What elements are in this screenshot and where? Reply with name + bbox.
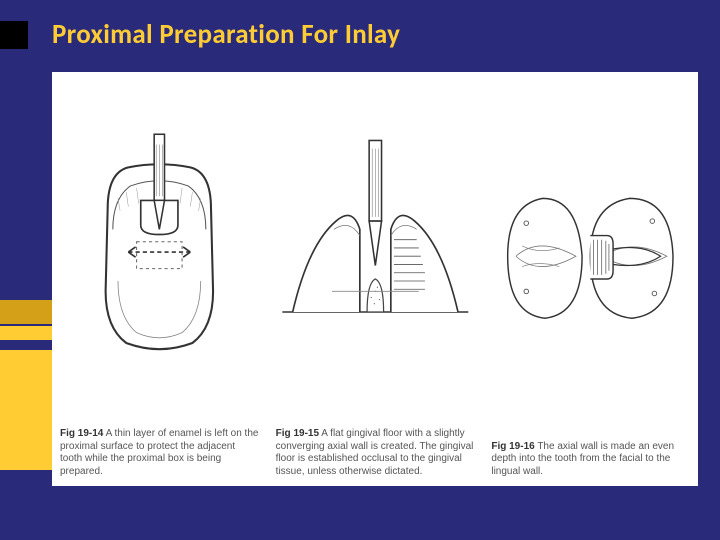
fig-19-15-label: Fig 19-15	[276, 428, 319, 439]
fig-19-14-caption: Fig 19-14 A thin layer of enamel is left…	[56, 422, 263, 480]
axial-wall-icon	[487, 78, 694, 435]
fig-19-16-caption: Fig 19-16 The axial wall is made an even…	[487, 435, 694, 481]
accent-strip-1	[0, 300, 52, 324]
fig-19-14-image	[56, 78, 263, 422]
title-row: Proximal Preparation For Inlay	[0, 0, 720, 61]
title-bullet-box	[0, 21, 28, 49]
fig-19-14-label: Fig 19-14	[60, 428, 103, 439]
fig-19-15-image	[272, 78, 479, 422]
accent-strip-2	[0, 326, 52, 340]
fig-19-16-image	[487, 78, 694, 435]
slide-title: Proximal Preparation For Inlay	[52, 18, 400, 51]
figure-col-3: Fig 19-16 The axial wall is made an even…	[483, 72, 698, 486]
figures-panel: Fig 19-14 A thin layer of enamel is left…	[52, 72, 698, 486]
slide: Proximal Preparation For Inlay	[0, 0, 720, 540]
accent-strip-3	[0, 350, 52, 470]
gingival-floor-icon	[272, 78, 479, 422]
fig-19-16-label: Fig 19-16	[491, 441, 534, 452]
fig-19-15-caption: Fig 19-15 A flat gingival floor with a s…	[272, 422, 479, 480]
tooth-proximal-icon	[56, 78, 263, 422]
figure-col-1: Fig 19-14 A thin layer of enamel is left…	[52, 72, 268, 486]
figure-col-2: Fig 19-15 A flat gingival floor with a s…	[268, 72, 484, 486]
